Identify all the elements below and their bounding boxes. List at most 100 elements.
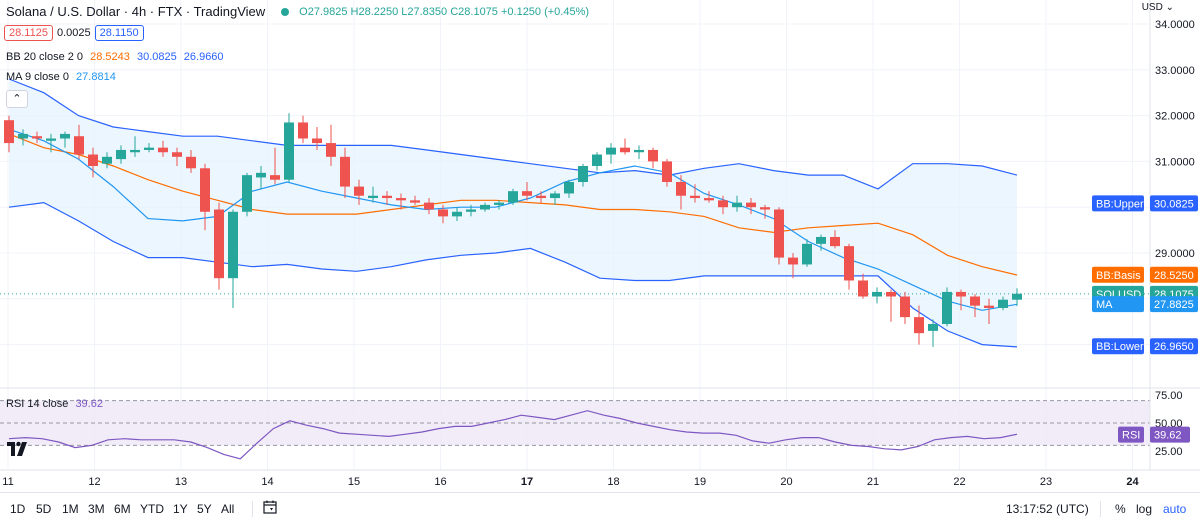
tradingview-logo-icon[interactable] (6, 438, 30, 460)
time-tick-label: 20 (780, 476, 792, 488)
badge-value-bg (1150, 338, 1198, 355)
rsi-tick-label: 25.00 (1155, 446, 1183, 458)
candle-body (718, 200, 728, 208)
candle-body (1012, 293, 1022, 300)
candle-body (480, 204, 490, 210)
candle-body (368, 195, 378, 199)
candle-body (242, 175, 252, 212)
candle-body (508, 191, 518, 203)
chevron-up-icon: ⌃ (12, 93, 22, 105)
candle-body (816, 236, 826, 244)
time-tick-label: 17 (521, 476, 533, 488)
badge-value-bg (1150, 296, 1198, 313)
candle-body (746, 202, 756, 208)
range-1y[interactable]: 1Y (173, 502, 188, 516)
toolbar-divider (1100, 501, 1101, 517)
candle-body (872, 291, 882, 297)
chevron-down-icon: ⌄ (1165, 2, 1174, 13)
badge-label: BB:Lower (1096, 341, 1144, 353)
ma-legend[interactable]: MA 9 close 0 27.8814 (6, 71, 116, 83)
candle-body (788, 257, 798, 265)
bid-price[interactable]: 28.1125 (4, 25, 53, 41)
collapse-legend-button[interactable]: ⌃ (6, 90, 28, 108)
bb-legend[interactable]: BB 20 close 2 0 28.5243 30.0825 26.9660 (6, 51, 228, 63)
symbol-title[interactable]: Solana / U.S. Dollar · 4h · FTX · Tradin… (6, 4, 266, 19)
percent-toggle[interactable]: % (1115, 502, 1126, 516)
price-tick-label: 29.0000 (1155, 248, 1195, 260)
time-tick-label: 15 (348, 476, 360, 488)
rsi-label: RSI 14 close (6, 398, 69, 410)
price-tick-label: 34.0000 (1155, 19, 1195, 31)
time-tick-label: 12 (88, 476, 100, 488)
candle-body (984, 305, 994, 308)
range-1d[interactable]: 1D (10, 502, 26, 516)
candle-body (312, 138, 322, 144)
range-1m[interactable]: 1M (62, 502, 79, 516)
range-5y[interactable]: 5Y (197, 502, 212, 516)
candle-body (32, 136, 42, 139)
rsi-badge-label-bg (1118, 426, 1144, 443)
candle-body (956, 291, 966, 297)
candle-body (928, 323, 938, 331)
badge-label-bg (1092, 296, 1144, 313)
candle-body (760, 207, 770, 210)
badge-label: BB:Basis (1096, 270, 1141, 282)
price-tick-label: 31.0000 (1155, 156, 1195, 168)
auto-scale-toggle[interactable]: auto (1163, 502, 1187, 516)
bb-fill (9, 79, 1017, 347)
market-status-icon (281, 7, 290, 16)
candle-body (550, 193, 560, 199)
range-all[interactable]: All (221, 502, 235, 516)
time-tick-label: 19 (694, 476, 706, 488)
rsi-legend[interactable]: RSI 14 close 39.62 (6, 398, 103, 410)
candle-body (130, 149, 140, 153)
time-tick-label: 22 (953, 476, 965, 488)
candle-body (620, 147, 630, 153)
range-5d[interactable]: 5D (36, 502, 52, 516)
candle-body (396, 198, 406, 201)
time-tick-label: 18 (607, 476, 619, 488)
candle-body (732, 202, 742, 208)
chart-canvas[interactable]: 34.0000 33.0000 32.0000 31.0000 29.0000 75.00… (0, 0, 1200, 492)
candle-body (382, 195, 392, 199)
bb-upper-line (8, 78, 1018, 190)
candle-body (354, 186, 364, 196)
range-6m[interactable]: 6M (114, 502, 131, 516)
price-tick-label: 32.0000 (1155, 111, 1195, 123)
range-3m[interactable]: 3M (88, 502, 105, 516)
price-tick-label: 33.0000 (1155, 65, 1195, 77)
badge-label-bg (1092, 266, 1144, 283)
badge-value: 26.9650 (1154, 341, 1194, 353)
bb-lower-value: 26.9660 (183, 51, 224, 63)
candle-body (536, 195, 546, 199)
currency-selector[interactable]: USD ⌄ (1142, 2, 1174, 13)
ohlc-values: O27.9825 H28.2250 L27.8350 C28.1075 +0.1… (299, 5, 590, 18)
candle-body (886, 291, 896, 297)
time-tick-label: 11 (2, 476, 13, 488)
range-ytd[interactable]: YTD (140, 502, 164, 516)
candle-body (60, 133, 70, 139)
chart-header: Solana / U.S. Dollar · 4h · FTX · Tradin… (6, 4, 589, 19)
bid-ask-panel: 28.1125 0.0025 28.1150 (4, 25, 144, 41)
badge-label: BB:Upper (1096, 198, 1144, 210)
price-badge: BB:Upper 30.0825 (1092, 195, 1198, 212)
badge-label: MA (1096, 299, 1113, 311)
currency-label: USD (1141, 2, 1163, 13)
badge-value: 28.5250 (1154, 270, 1194, 282)
badge-value: 30.0825 (1154, 198, 1194, 210)
candle-body (228, 211, 238, 279)
log-toggle[interactable]: log (1136, 502, 1153, 516)
ask-price[interactable]: 28.1150 (94, 25, 144, 41)
candle-body (704, 198, 714, 201)
candle-body (998, 299, 1008, 308)
candle-body (340, 156, 350, 187)
candle-body (270, 175, 280, 180)
time-tick-label: 13 (175, 476, 187, 488)
candle-body (452, 211, 462, 217)
bb-basis-value: 28.5243 (90, 51, 130, 63)
calendar-icon[interactable] (262, 499, 278, 518)
clock-utc[interactable]: 13:17:52 (UTC) (1006, 502, 1089, 516)
candle-body (676, 182, 686, 196)
time-tick-label: 16 (434, 476, 446, 488)
candle-body (326, 143, 336, 157)
